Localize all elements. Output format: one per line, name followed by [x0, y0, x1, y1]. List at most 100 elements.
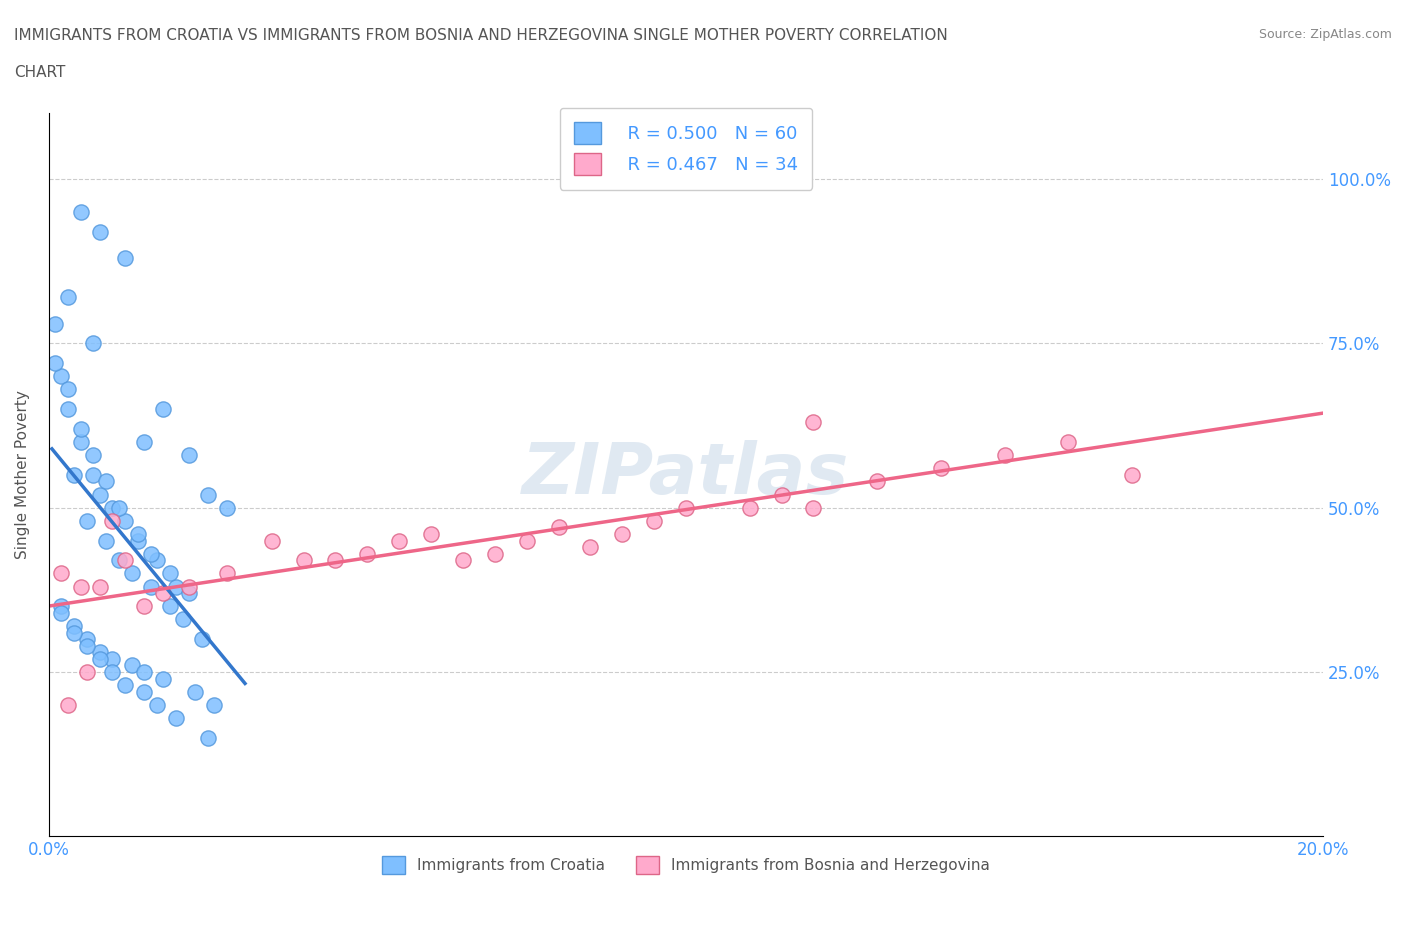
Point: [165, 579, 187, 594]
Point: [44, 316, 66, 331]
Point: [69, 205, 91, 219]
Point: [146, 698, 169, 712]
Point: [993, 447, 1015, 462]
Point: [69, 434, 91, 449]
Point: [165, 711, 187, 725]
Point: [204, 698, 226, 712]
Point: [76, 513, 98, 528]
Point: [51, 605, 73, 620]
Point: [217, 566, 239, 581]
Point: [101, 665, 124, 680]
Point: [101, 500, 124, 515]
Point: [134, 684, 156, 699]
Point: [89, 651, 111, 666]
Point: [177, 447, 200, 462]
Point: [929, 460, 952, 475]
Point: [108, 500, 131, 515]
Point: [388, 533, 411, 548]
Point: [197, 487, 219, 502]
Point: [82, 447, 104, 462]
Point: [108, 552, 131, 567]
Point: [63, 625, 86, 640]
Point: [114, 678, 136, 693]
Legend:   R = 0.500   N = 60,   R = 0.467   N = 34: R = 0.500 N = 60, R = 0.467 N = 34: [560, 108, 813, 190]
Point: [56, 290, 79, 305]
Point: [292, 552, 315, 567]
Point: [451, 552, 474, 567]
Point: [197, 730, 219, 745]
Text: ZIPatlas: ZIPatlas: [522, 440, 849, 510]
Point: [89, 579, 111, 594]
Point: [217, 500, 239, 515]
Point: [56, 698, 79, 712]
Point: [184, 684, 207, 699]
Point: [63, 618, 86, 633]
Point: [152, 671, 174, 686]
Point: [612, 526, 634, 541]
Point: [89, 224, 111, 239]
Point: [56, 402, 79, 417]
Point: [139, 579, 162, 594]
Point: [159, 566, 181, 581]
Point: [134, 434, 156, 449]
Point: [56, 382, 79, 397]
Point: [89, 487, 111, 502]
Point: [89, 644, 111, 659]
Point: [738, 500, 761, 515]
Text: IMMIGRANTS FROM CROATIA VS IMMIGRANTS FROM BOSNIA AND HERZEGOVINA SINGLE MOTHER : IMMIGRANTS FROM CROATIA VS IMMIGRANTS FR…: [14, 28, 948, 43]
Point: [1121, 468, 1143, 483]
Point: [325, 552, 347, 567]
Point: [159, 599, 181, 614]
Point: [177, 579, 200, 594]
Point: [82, 468, 104, 483]
Point: [127, 526, 149, 541]
Point: [114, 250, 136, 265]
Point: [121, 566, 143, 581]
Point: [63, 468, 86, 483]
Point: [139, 546, 162, 561]
Point: [177, 586, 200, 601]
Point: [420, 526, 443, 541]
Point: [547, 520, 569, 535]
Point: [51, 369, 73, 384]
Point: [94, 533, 117, 548]
Point: [675, 500, 697, 515]
Point: [114, 552, 136, 567]
Point: [152, 586, 174, 601]
Point: [516, 533, 538, 548]
Point: [76, 665, 98, 680]
Point: [44, 355, 66, 370]
Point: [121, 658, 143, 673]
Point: [260, 533, 283, 548]
Text: CHART: CHART: [14, 65, 66, 80]
Point: [190, 631, 212, 646]
Point: [484, 546, 506, 561]
Point: [101, 513, 124, 528]
Point: [82, 336, 104, 351]
Point: [51, 599, 73, 614]
Point: [643, 513, 665, 528]
Point: [146, 552, 169, 567]
Point: [803, 500, 825, 515]
Point: [94, 474, 117, 489]
Point: [172, 612, 194, 627]
Point: [69, 579, 91, 594]
Point: [134, 665, 156, 680]
Point: [356, 546, 378, 561]
Point: [114, 513, 136, 528]
Point: [134, 599, 156, 614]
Point: [76, 631, 98, 646]
Point: [770, 487, 793, 502]
Point: [866, 474, 889, 489]
Point: [1057, 434, 1080, 449]
Point: [803, 415, 825, 430]
Point: [51, 566, 73, 581]
Point: [579, 539, 602, 554]
Y-axis label: Single Mother Poverty: Single Mother Poverty: [15, 391, 30, 559]
Point: [127, 533, 149, 548]
Point: [152, 402, 174, 417]
Point: [76, 638, 98, 653]
Point: [69, 421, 91, 436]
Point: [101, 651, 124, 666]
Text: Source: ZipAtlas.com: Source: ZipAtlas.com: [1258, 28, 1392, 41]
